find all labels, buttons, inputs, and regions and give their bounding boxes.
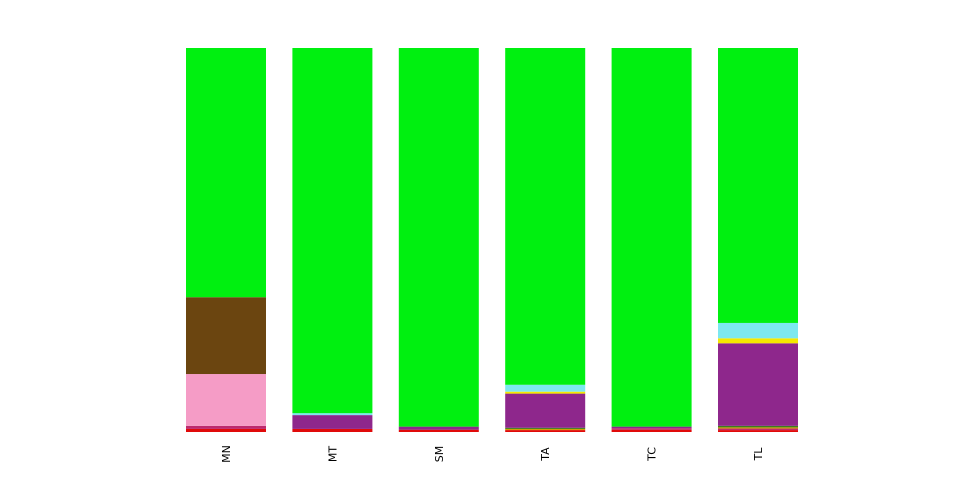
bar-segment-tl-0: [718, 430, 798, 432]
bar-segment-ta-2: [505, 428, 586, 431]
bars-group: [186, 48, 798, 432]
bar-segment-mt-8: [292, 413, 373, 416]
x-tick-labels: MN MT SM TA TC TL: [220, 445, 765, 463]
x-tick-label-tc: TC: [646, 447, 659, 462]
bar-segment-tl-9: [718, 48, 798, 323]
bar-segment-mn-4: [186, 374, 266, 426]
bar-segment-tl-2: [718, 427, 798, 429]
bar-segment-mn-6: [186, 297, 266, 375]
bar-segment-sm-5: [398, 426, 479, 430]
bar-segment-ta-9: [505, 48, 586, 385]
bar-segment-tc-5: [611, 426, 692, 429]
bar-segment-mn-1: [186, 425, 266, 429]
bar-segment-tl-8: [718, 322, 798, 339]
bar-segment-ta-8: [505, 384, 586, 392]
bar-segment-ta-7: [505, 391, 586, 394]
x-tick-label-tl: TL: [752, 447, 765, 462]
bar-segment-tc-1: [611, 428, 692, 430]
bar-segment-ta-3: [505, 427, 586, 429]
bar-segment-mt-0: [292, 428, 373, 432]
bar-segment-tc-9: [611, 48, 692, 427]
bar-segment-tl-7: [718, 338, 798, 344]
bar-segment-mt-5: [292, 415, 373, 429]
bar-segment-mt-9: [292, 48, 373, 414]
x-tick-label-mt: MT: [326, 446, 339, 462]
bar-segment-tl-3: [718, 425, 798, 428]
bar-segment-sm-9: [398, 48, 479, 427]
bar-segment-tl-5: [718, 343, 798, 426]
bar-segment-ta-0: [505, 430, 586, 432]
x-tick-label-sm: SM: [433, 446, 446, 462]
bar-segment-sm-0: [398, 429, 479, 432]
bar-segment-tc-0: [611, 429, 692, 432]
bar-segment-mn-9: [186, 48, 266, 298]
x-tick-label-mn: MN: [220, 445, 233, 463]
bar-segment-mn-0: [186, 428, 266, 432]
bar-segment-tl-1: [718, 428, 798, 431]
x-tick-label-ta: TA: [539, 447, 552, 462]
bar-segment-ta-5: [505, 393, 586, 428]
